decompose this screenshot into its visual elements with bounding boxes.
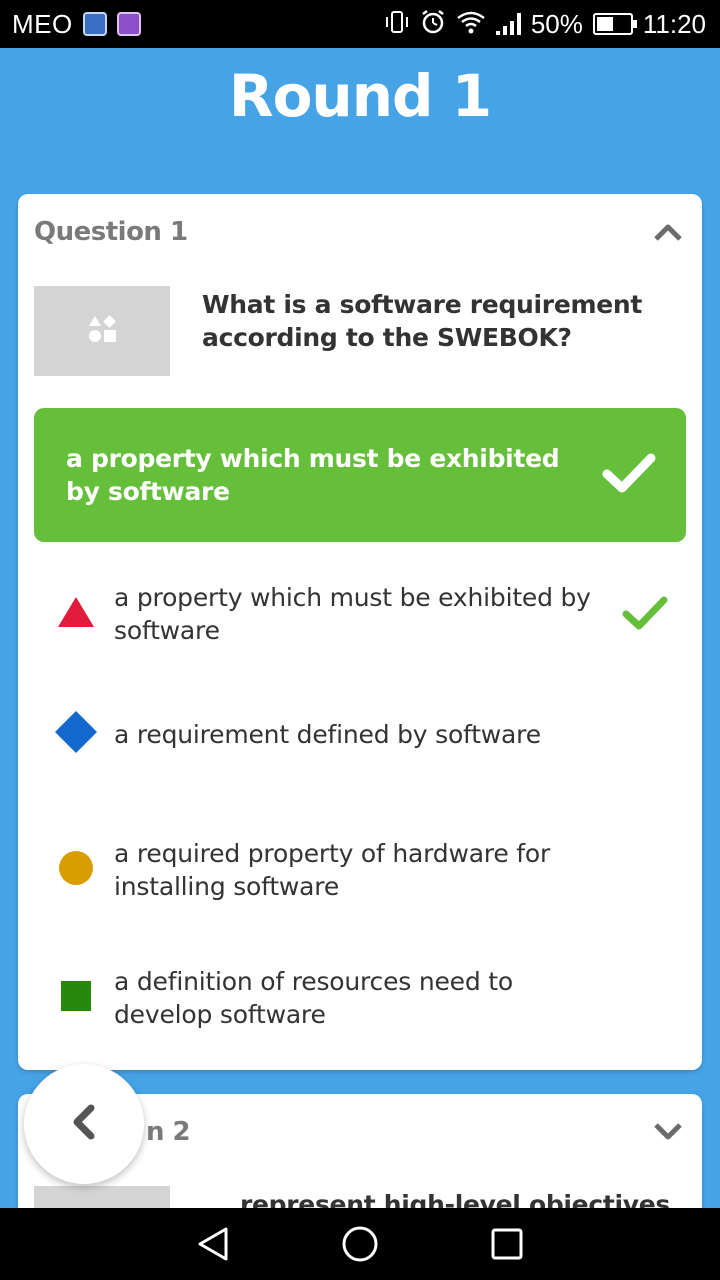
battery-icon: [592, 13, 637, 35]
question-header[interactable]: n 2: [34, 1114, 686, 1150]
wifi-icon: [456, 10, 486, 39]
page-title: Round 1: [228, 62, 492, 130]
square-icon: [60, 980, 92, 1016]
answer-text: a requirement defined by software: [114, 719, 541, 749]
question-card-1: Question 1 What is a software requiremen…: [18, 194, 702, 1070]
vibrate-icon: [384, 10, 410, 39]
answer-text: a property which must be exhibited by so…: [114, 583, 591, 645]
answer-option-1: a property which must be exhibited by so…: [18, 574, 702, 654]
correct-check-icon: [622, 594, 668, 638]
status-bar-right: 50% 11:20: [384, 9, 706, 40]
answer-text: a definition of resources need to develo…: [114, 967, 513, 1029]
answer-option-3: a required property of hardware for inst…: [18, 830, 702, 910]
answer-option-2: a requirement defined by software: [18, 702, 702, 766]
chevron-up-icon[interactable]: [650, 214, 686, 250]
answer-option-4: a definition of resources need to develo…: [18, 958, 702, 1038]
circle-icon: [58, 850, 94, 890]
alarm-icon: [420, 9, 446, 40]
navigation-bar: [0, 1208, 720, 1280]
triangle-icon: [56, 595, 96, 633]
correct-answer-text: a property which must be exhibited by so…: [66, 444, 560, 506]
status-bar: MEO 50% 11:20: [0, 0, 720, 48]
chevron-left-icon: [71, 1104, 97, 1144]
answer-text: a required property of hardware for inst…: [114, 839, 551, 901]
clock: 11:20: [642, 8, 706, 39]
chevron-down-icon[interactable]: [650, 1114, 686, 1150]
shapes-icon: [87, 314, 117, 348]
back-button[interactable]: [24, 1064, 144, 1184]
question-label: Question 1: [34, 217, 188, 247]
battery-percent: 50%: [530, 8, 583, 39]
gallery-notification-icon: [116, 12, 141, 36]
question-label: n 2: [146, 1117, 191, 1147]
nav-recents-icon[interactable]: [482, 1219, 532, 1269]
status-bar-left: MEO: [12, 9, 141, 40]
question-header[interactable]: Question 1: [34, 214, 686, 250]
check-icon: [602, 451, 656, 499]
nav-back-icon[interactable]: [188, 1219, 238, 1269]
correct-answer-banner: a property which must be exhibited by so…: [34, 408, 686, 542]
question-image-placeholder: [34, 286, 170, 376]
nav-home-icon[interactable]: [335, 1219, 385, 1269]
carrier-name: MEO: [12, 8, 73, 39]
signal-strength-icon: [495, 13, 521, 35]
diamond-icon: [54, 710, 98, 758]
app-notification-icon: [82, 12, 107, 36]
question-text: What is a software requirement according…: [202, 290, 643, 352]
battery-level-fill: [596, 17, 613, 31]
